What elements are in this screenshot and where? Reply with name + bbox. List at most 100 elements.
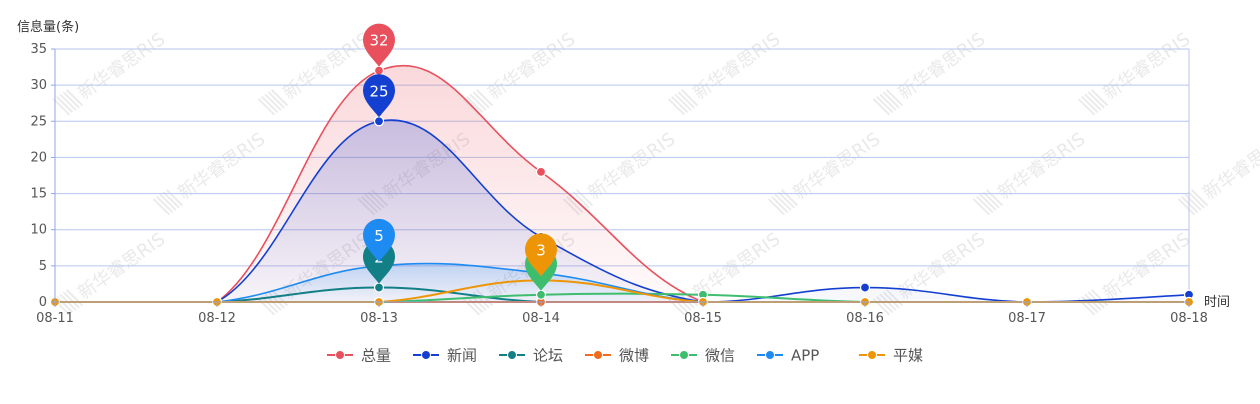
legend-dot-icon — [335, 350, 345, 360]
legend-label: 论坛 — [533, 347, 563, 365]
watermark: 新华睿思RIS — [1077, 229, 1194, 316]
watermark-logo-icon — [1177, 189, 1209, 216]
y-axis-title: 信息量(条) — [17, 19, 79, 35]
mark-label: 32 — [369, 32, 388, 50]
watermark-text: 新华睿思RIS — [1099, 29, 1194, 104]
pin-marker-icon — [363, 74, 395, 118]
watermark: 新华睿思RIS — [462, 29, 579, 116]
legend-item-平媒[interactable]: 平媒 — [859, 347, 923, 365]
watermark: 新华睿思RIS — [152, 129, 269, 216]
legend-label: 微信 — [705, 347, 735, 365]
legend-item-总量[interactable]: 总量 — [327, 347, 391, 365]
legend-label: 平媒 — [893, 347, 923, 365]
mark-label: 5 — [374, 227, 384, 245]
watermark-text: 新华睿思RIS — [1199, 129, 1260, 204]
watermark-logo-icon — [152, 189, 184, 216]
watermark-text: 新华睿思RIS — [74, 229, 169, 304]
mark-pin-平媒: 3 — [525, 233, 557, 277]
watermark-logo-icon — [667, 89, 699, 116]
area-新闻 — [55, 120, 1189, 303]
watermark: 新华睿思RIS — [972, 129, 1089, 216]
data-point-新闻-08-16[interactable] — [859, 282, 871, 293]
pin-marker-icon — [525, 233, 557, 277]
watermark: 新华睿思RIS — [667, 29, 784, 116]
watermark-text: 新华睿思RIS — [789, 129, 884, 204]
y-tick-label: 5 — [39, 259, 47, 274]
watermark-logo-icon — [972, 189, 1004, 216]
legend-label: 微博 — [619, 347, 649, 365]
legend-item-新闻[interactable]: 新闻 — [413, 347, 477, 365]
watermark-logo-icon — [257, 89, 289, 116]
watermark-logo-icon — [1077, 89, 1109, 116]
y-tick-label: 35 — [30, 42, 47, 57]
series-line-新闻 — [55, 119, 1190, 303]
mark-pin-APP: 5 — [363, 218, 395, 262]
watermark-text: 新华睿思RIS — [689, 29, 784, 104]
watermark: 新华睿思RIS — [872, 229, 989, 316]
watermark: 新华睿思RIS — [1177, 129, 1260, 216]
legend-dot-icon — [867, 350, 877, 360]
watermark-logo-icon — [767, 189, 799, 216]
legend[interactable]: 总量 新闻 论坛 微博 微信 APP 平媒 — [327, 347, 923, 365]
legend-label: APP — [791, 347, 819, 365]
legend-label: 总量 — [361, 347, 391, 365]
x-tick-label: 08-16 — [846, 311, 884, 326]
legend-item-微信[interactable]: 微信 — [671, 347, 735, 365]
data-point-新闻-08-13[interactable] — [373, 116, 385, 127]
data-point-总量-08-14[interactable] — [535, 166, 547, 177]
x-tick-label: 08-12 — [198, 311, 236, 326]
area-fills — [55, 65, 1189, 303]
watermark-text: 新华睿思RIS — [484, 29, 579, 104]
watermark-text: 新华睿思RIS — [994, 129, 1089, 204]
y-tick-label: 25 — [30, 114, 47, 129]
watermark: 新华睿思RIS — [52, 229, 169, 316]
pin-marker-icon — [363, 23, 395, 67]
mark-pin-新闻: 25 — [363, 74, 395, 118]
x-axis-title: 时间 — [1204, 295, 1230, 310]
watermark-text: 新华睿思RIS — [894, 29, 989, 104]
mark-label: 25 — [369, 82, 388, 100]
data-point-微信-08-14[interactable] — [535, 289, 547, 300]
legend-item-论坛[interactable]: 论坛 — [499, 347, 563, 365]
legend-dot-icon — [593, 350, 603, 360]
data-point-总量-08-13[interactable] — [373, 65, 385, 76]
x-tick-label: 08-18 — [1170, 311, 1208, 326]
pin-marker-icon — [363, 218, 395, 262]
legend-item-微博[interactable]: 微博 — [585, 347, 649, 365]
watermark: 新华睿思RIS — [1077, 29, 1194, 116]
y-tick-label: 10 — [30, 223, 47, 238]
mark-label: 3 — [536, 241, 546, 259]
watermark: 新华睿思RIS — [872, 29, 989, 116]
legend-dot-icon — [765, 350, 775, 360]
x-tick-label: 08-11 — [36, 311, 74, 326]
watermark: 新华睿思RIS — [767, 129, 884, 216]
mark-points: 32252153 — [363, 23, 557, 291]
watermark: 新华睿思RIS — [667, 229, 784, 316]
legend-dot-icon — [507, 350, 517, 360]
watermark-text: 新华睿思RIS — [584, 129, 679, 204]
area-APP — [55, 263, 1189, 302]
x-tick-label: 08-15 — [684, 311, 722, 326]
legend-item-APP[interactable]: APP — [757, 347, 819, 365]
x-tick-label: 08-13 — [360, 311, 398, 326]
y-tick-label: 0 — [39, 295, 47, 310]
watermark-text: 新华睿思RIS — [1099, 229, 1194, 304]
x-tick-label: 08-14 — [522, 311, 560, 326]
y-tick-label: 20 — [30, 150, 47, 165]
grid-lines — [55, 48, 1190, 302]
mark-pin-总量: 32 — [363, 23, 395, 67]
y-tick-label: 30 — [30, 78, 47, 93]
watermark: 新华睿思RIS — [52, 29, 169, 116]
y-tick-label: 15 — [30, 187, 47, 202]
x-tick-label: 08-17 — [1008, 311, 1046, 326]
legend-label: 新闻 — [447, 347, 477, 365]
watermark-logo-icon — [52, 89, 84, 116]
watermark-logo-icon — [872, 89, 904, 116]
legend-dot-icon — [679, 350, 689, 360]
legend-dot-icon — [421, 350, 431, 360]
watermark-text: 新华睿思RIS — [174, 129, 269, 204]
data-point-论坛-08-13[interactable] — [373, 282, 385, 293]
